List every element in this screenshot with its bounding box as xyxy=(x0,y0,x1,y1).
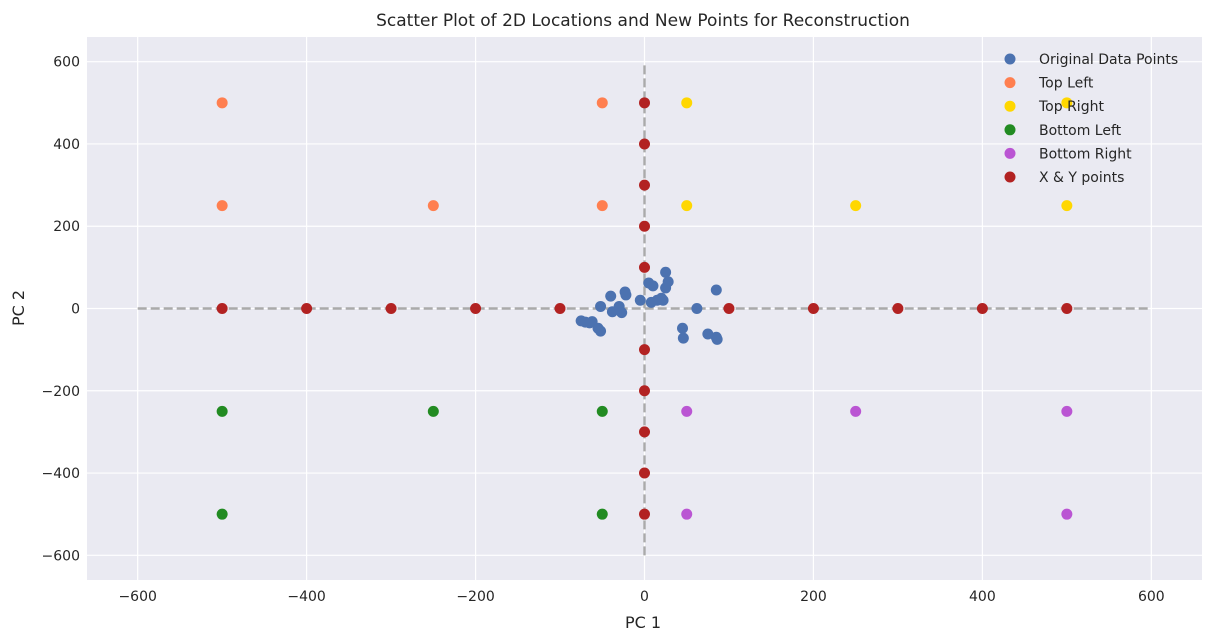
legend-marker xyxy=(1004,124,1016,136)
legend: Original Data Points Top Left Top Right Bot… xyxy=(1004,52,1178,186)
x-tick-label: −200 xyxy=(456,589,494,605)
point-original-data-points xyxy=(710,284,722,296)
point-x-y-points xyxy=(639,426,650,438)
legend-marker xyxy=(1004,77,1016,89)
x-tick-label: 400 xyxy=(969,589,996,605)
point-x-y-points xyxy=(639,467,650,479)
point-top-right xyxy=(1061,200,1073,212)
point-top-left xyxy=(596,97,608,109)
point-original-data-points xyxy=(605,290,617,302)
y-axis-label: PC 2 xyxy=(9,290,28,326)
legend-marker xyxy=(1004,100,1016,112)
legend-marker xyxy=(1004,171,1016,183)
point-original-data-points xyxy=(616,307,628,319)
point-bottom-left xyxy=(596,508,608,520)
point-bottom-left xyxy=(216,508,228,520)
point-x-y-points xyxy=(723,303,735,314)
point-bottom-right xyxy=(681,405,693,417)
point-original-data-points xyxy=(634,294,646,306)
point-x-y-points xyxy=(1061,303,1073,314)
legend-label: Original Data Points xyxy=(1039,52,1178,68)
point-bottom-right xyxy=(1061,405,1073,417)
legend-label: Bottom Right xyxy=(1039,146,1132,162)
point-top-right xyxy=(850,200,862,212)
y-tick-label: 0 xyxy=(71,302,80,318)
point-original-data-points xyxy=(620,289,632,301)
point-x-y-points xyxy=(807,303,819,314)
y-tick-labels: −600 −400 −200 0 200 400 600 xyxy=(42,55,80,565)
point-original-data-points xyxy=(657,294,669,306)
y-tick-label: 400 xyxy=(53,137,80,153)
point-x-y-points xyxy=(554,303,566,314)
x-tick-label: −400 xyxy=(287,589,325,605)
x-axis-label: PC 1 xyxy=(625,613,661,632)
chart-title: Scatter Plot of 2D Locations and New Poi… xyxy=(376,11,910,31)
point-top-left xyxy=(216,97,228,109)
point-original-data-points xyxy=(691,303,703,314)
data-points xyxy=(216,97,1073,520)
point-top-left xyxy=(427,200,439,212)
point-x-y-points xyxy=(385,303,397,314)
point-x-y-points xyxy=(301,303,313,314)
x-tick-label: 200 xyxy=(800,589,827,605)
point-original-data-points xyxy=(702,328,714,340)
legend-label: Top Right xyxy=(1038,99,1104,115)
point-bottom-right xyxy=(850,405,862,417)
legend-label: Top Left xyxy=(1038,76,1094,92)
legend-marker xyxy=(1004,147,1016,159)
point-x-y-points xyxy=(639,97,650,109)
y-tick-label: 600 xyxy=(53,55,80,71)
point-x-y-points xyxy=(892,303,904,314)
point-bottom-right xyxy=(1061,508,1073,520)
legend-label: Bottom Left xyxy=(1039,123,1122,139)
point-original-data-points xyxy=(662,276,674,288)
point-original-data-points xyxy=(595,300,607,312)
point-x-y-points xyxy=(639,138,650,150)
point-x-y-points xyxy=(470,303,482,314)
point-original-data-points xyxy=(711,333,723,345)
point-bottom-right xyxy=(681,508,693,520)
y-tick-label: −600 xyxy=(42,548,80,564)
point-x-y-points xyxy=(639,261,650,273)
point-x-y-points xyxy=(639,385,650,397)
point-x-y-points xyxy=(216,303,228,314)
point-x-y-points xyxy=(976,303,988,314)
point-original-data-points xyxy=(660,266,672,278)
point-top-right xyxy=(681,200,693,212)
point-top-left xyxy=(216,200,228,212)
y-tick-label: −400 xyxy=(42,466,80,482)
point-original-data-points xyxy=(647,280,659,292)
legend-label: X & Y points xyxy=(1039,170,1124,186)
point-bottom-left xyxy=(216,405,228,417)
point-x-y-points xyxy=(639,220,650,232)
point-original-data-points xyxy=(677,322,689,334)
point-top-left xyxy=(596,200,608,212)
point-x-y-points xyxy=(639,344,650,356)
x-tick-labels: −600 −400 −200 0 200 400 600 xyxy=(118,589,1164,605)
y-tick-label: −200 xyxy=(42,384,80,400)
point-original-data-points xyxy=(595,325,607,337)
point-bottom-left xyxy=(596,405,608,417)
point-x-y-points xyxy=(639,508,650,520)
legend-marker xyxy=(1004,53,1016,65)
point-original-data-points xyxy=(677,332,689,344)
x-tick-label: 600 xyxy=(1138,589,1165,605)
x-tick-label: 0 xyxy=(640,589,649,605)
y-tick-label: 200 xyxy=(53,219,80,235)
point-top-right xyxy=(1061,97,1073,109)
point-bottom-left xyxy=(427,405,439,417)
point-top-right xyxy=(681,97,693,109)
x-tick-label: −600 xyxy=(118,589,156,605)
point-x-y-points xyxy=(639,179,650,191)
